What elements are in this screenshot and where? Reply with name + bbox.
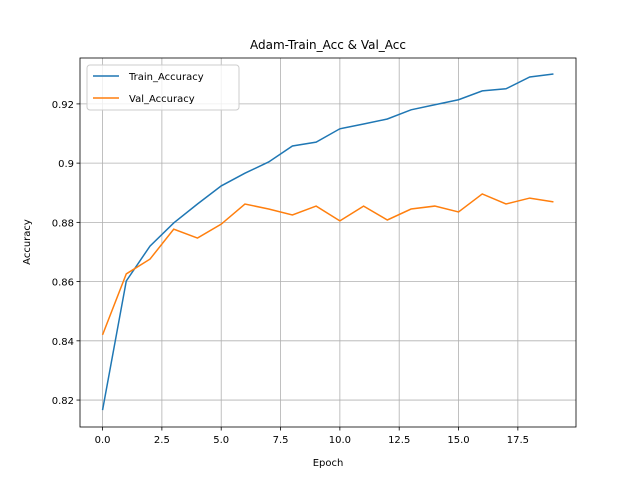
- x-tick-label: 12.5: [388, 435, 410, 446]
- x-tick-label: 10.0: [329, 435, 351, 446]
- line: [101, 73, 554, 411]
- y-tick-label: 0.84: [52, 337, 74, 348]
- y-axis-label: Accuracy: [22, 219, 33, 265]
- y-tick-label: 0.92: [52, 100, 74, 111]
- y-tick-label: 0.88: [52, 218, 74, 229]
- y-tick-label: 0.82: [52, 396, 74, 407]
- axes-frame: [79, 57, 577, 428]
- legend-label: Val_Accuracy: [129, 94, 195, 105]
- x-tick-label: 0.0: [95, 435, 111, 446]
- y-tick-label: 0.9: [58, 159, 74, 170]
- x-tick-label: 7.5: [273, 435, 289, 446]
- x-tick-label: 5.0: [213, 435, 229, 446]
- y-tick-label: 0.86: [52, 278, 74, 289]
- x-tick-label: 2.5: [154, 435, 170, 446]
- x-tick-label: 15.0: [447, 435, 469, 446]
- chart-title: Adam-Train_Acc & Val_Acc: [250, 38, 406, 52]
- legend-label: Train_Accuracy: [128, 72, 204, 83]
- x-axis-label: Epoch: [313, 458, 344, 469]
- x-tick-label: 17.5: [507, 435, 529, 446]
- line: [101, 193, 554, 336]
- legend-box: [86, 64, 240, 111]
